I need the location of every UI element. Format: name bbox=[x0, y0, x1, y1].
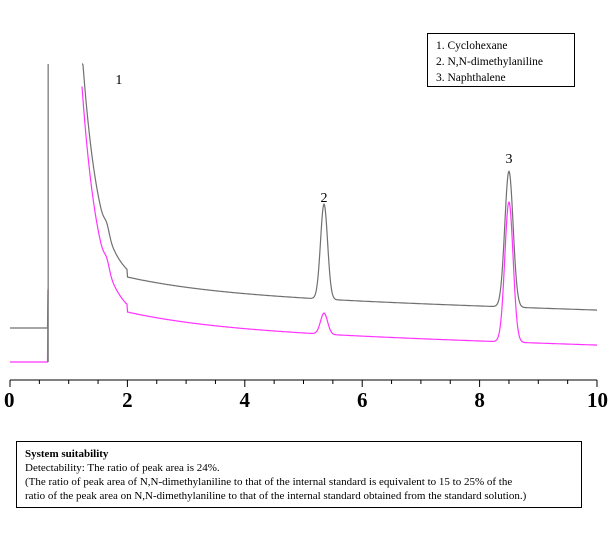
x-tick-label: 10 bbox=[587, 388, 608, 412]
chromatogram-traces bbox=[10, 63, 597, 363]
peak-labels: 1 2 3 bbox=[115, 73, 512, 206]
peak-label: 1 bbox=[115, 73, 122, 88]
x-axis-ticks: 0 2 4 6 8 10 bbox=[4, 380, 608, 412]
note-heading: System suitability bbox=[25, 448, 109, 460]
note-line-2: (The ratio of peak area of N,N-dimethyla… bbox=[25, 476, 513, 488]
legend-item-naphthalene: 3. Naphthalene bbox=[436, 72, 506, 84]
x-tick-label: 2 bbox=[122, 388, 133, 412]
x-tick-label: 8 bbox=[474, 388, 485, 412]
note-line-1: Detectability: The ratio of peak area is… bbox=[25, 462, 220, 474]
note-line-3: ratio of the peak area on N,N-dimethylan… bbox=[25, 490, 527, 502]
legend: 1. Cyclohexane 2. N,N-dimethylaniline 3.… bbox=[427, 33, 575, 87]
x-tick-label: 6 bbox=[357, 388, 368, 412]
peak-label: 2 bbox=[321, 191, 328, 206]
sample-trace-line bbox=[10, 63, 597, 329]
legend-item-cyclohexane: 1. Cyclohexane bbox=[436, 40, 508, 52]
legend-item-dimethylaniline: 2. N,N-dimethylaniline bbox=[436, 56, 543, 68]
peak-label: 3 bbox=[505, 152, 512, 167]
standard-trace-line bbox=[10, 86, 597, 363]
x-tick-label: 0 bbox=[4, 388, 15, 412]
x-tick-label: 4 bbox=[240, 388, 251, 412]
chromatogram-chart: 0 2 4 6 8 10 123 bbox=[4, 63, 608, 412]
system-suitability-note: System suitability Detectability: The ra… bbox=[16, 441, 582, 508]
